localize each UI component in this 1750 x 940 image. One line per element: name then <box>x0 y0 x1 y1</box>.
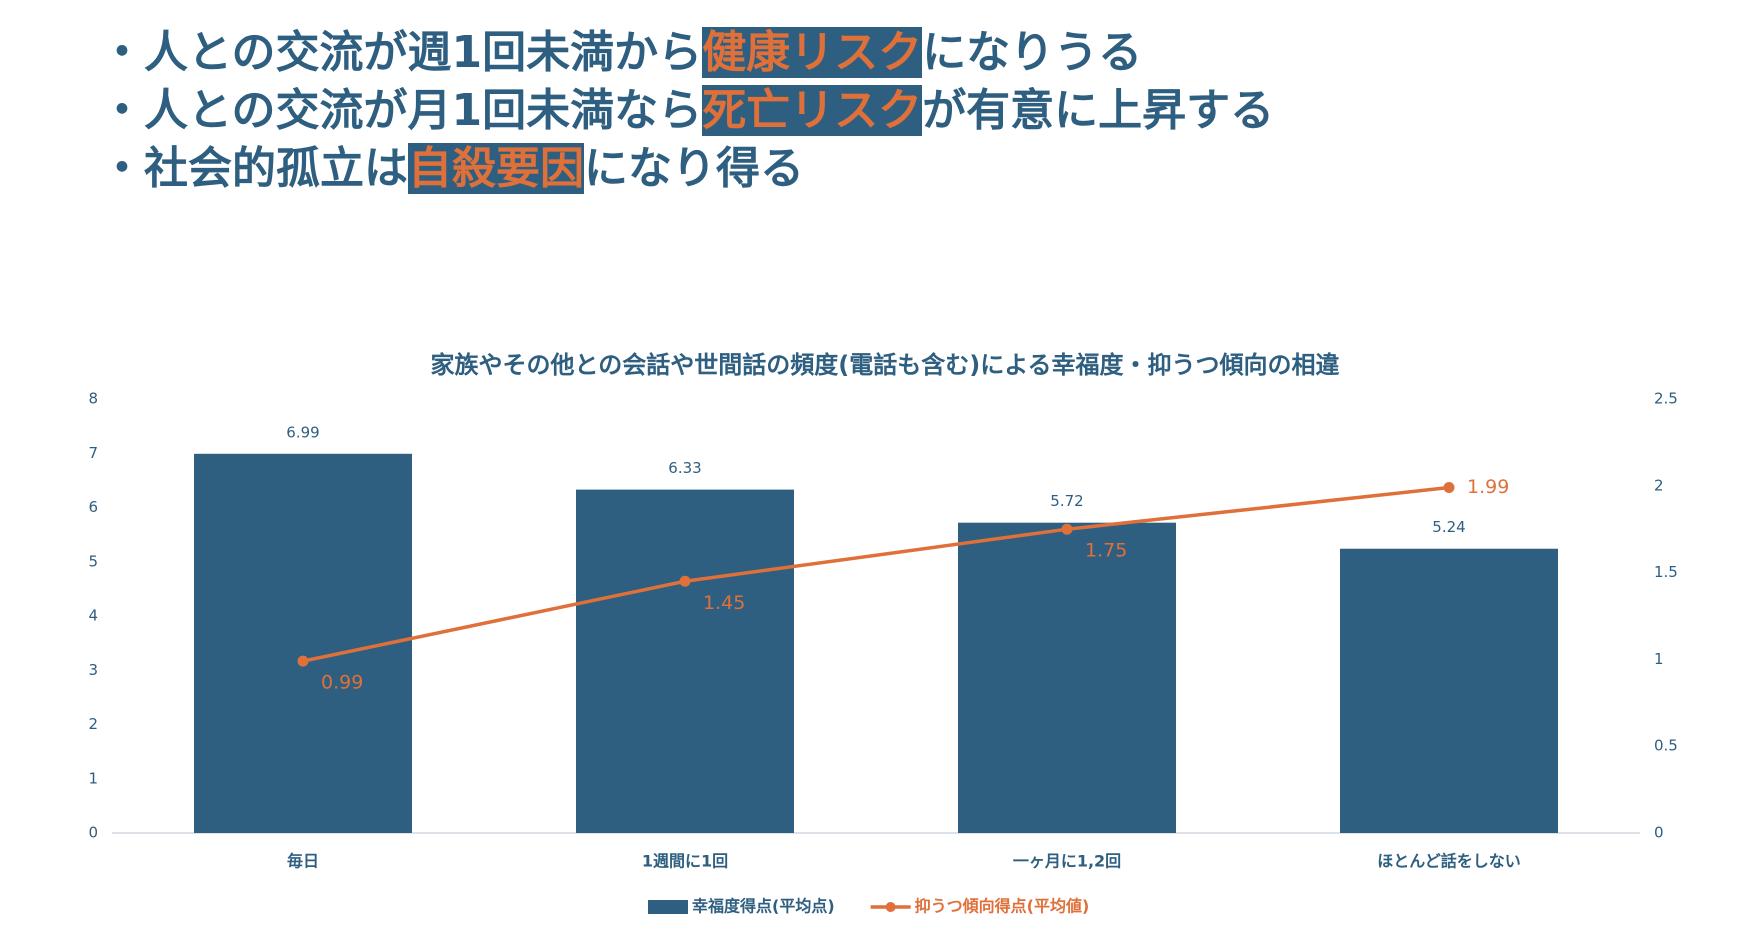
chart-title: 家族やその他との会話や世間話の頻度(電話も含む)による幸福度・抑うつ傾向の相違 <box>431 351 1340 379</box>
y-tick-label: 2 <box>88 715 98 733</box>
y-tick-label: 7 <box>88 444 98 462</box>
line-value-label: 1.45 <box>703 592 745 614</box>
bar-value-label: 5.72 <box>1050 492 1083 510</box>
y2-tick-label: 2.5 <box>1654 390 1678 408</box>
bar-value-label: 5.24 <box>1432 518 1465 536</box>
y2-tick-label: 2 <box>1654 476 1664 494</box>
y-tick-label: 1 <box>88 769 98 787</box>
legend-swatch-dot <box>885 902 896 912</box>
bullet-text: が有意に上昇する <box>922 85 1275 136</box>
x-tick-label: 一ヶ月に1,2回 <box>1013 852 1121 871</box>
y2-tick-label: 1 <box>1654 650 1664 668</box>
legend-swatch <box>648 900 688 914</box>
line-point <box>297 655 309 667</box>
bullet-text: ・社会的孤立は <box>100 143 408 194</box>
y-tick-label: 6 <box>88 498 98 516</box>
y-tick-label: 3 <box>88 661 98 679</box>
bar <box>958 522 1176 833</box>
bar <box>1340 548 1558 833</box>
y2-tick-label: 0 <box>1654 824 1664 842</box>
line-value-label: 1.75 <box>1085 540 1127 562</box>
line-value-label: 1.99 <box>1467 476 1509 498</box>
line-point <box>679 575 691 587</box>
line-value-label: 0.99 <box>321 672 363 694</box>
highlight-text: 健康リスク <box>702 27 923 78</box>
y-tick-label: 8 <box>88 390 98 408</box>
y2-tick-label: 1.5 <box>1654 563 1678 581</box>
x-tick-label: 1週間に1回 <box>642 852 728 871</box>
bar <box>576 489 794 833</box>
bullet-list: ・人との交流が週1回未満から健康リスクになりうる ・人との交流が月1回未満なら死亡… <box>100 24 1274 198</box>
bullet: ・人との交流が月1回未満なら死亡リスクが有意に上昇する <box>100 82 1274 140</box>
bullet-text: になり得る <box>584 143 804 194</box>
bar <box>194 453 412 833</box>
y2-tick-label: 0.5 <box>1654 737 1678 755</box>
bar-value-label: 6.33 <box>668 459 701 477</box>
y-tick-label: 0 <box>88 824 98 842</box>
x-tick-label: ほとんど話をしない <box>1377 852 1521 871</box>
bullet: ・人との交流が週1回未満から健康リスクになりうる <box>100 24 1274 82</box>
highlight-text: 自殺要因 <box>408 143 584 194</box>
line-point <box>1061 523 1073 535</box>
bullet: ・社会的孤立は自殺要因になり得る <box>100 140 1274 198</box>
bullet-text: ・人との交流が月1回未満なら <box>100 85 703 136</box>
x-tick-label: 毎日 <box>287 852 319 871</box>
line-point <box>1443 482 1455 494</box>
bullet-text: ・人との交流が週1回未満から <box>100 27 703 78</box>
legend-label: 幸福度得点(平均点) <box>692 897 835 916</box>
bullet-text: になりうる <box>922 27 1143 78</box>
highlight-text: 死亡リスク <box>702 85 923 136</box>
legend-label: 抑うつ傾向得点(平均値) <box>915 897 1090 916</box>
line <box>302 485 1450 663</box>
y-tick-label: 4 <box>88 607 98 625</box>
bar-value-label: 6.99 <box>286 423 319 441</box>
y-tick-label: 5 <box>88 552 98 570</box>
